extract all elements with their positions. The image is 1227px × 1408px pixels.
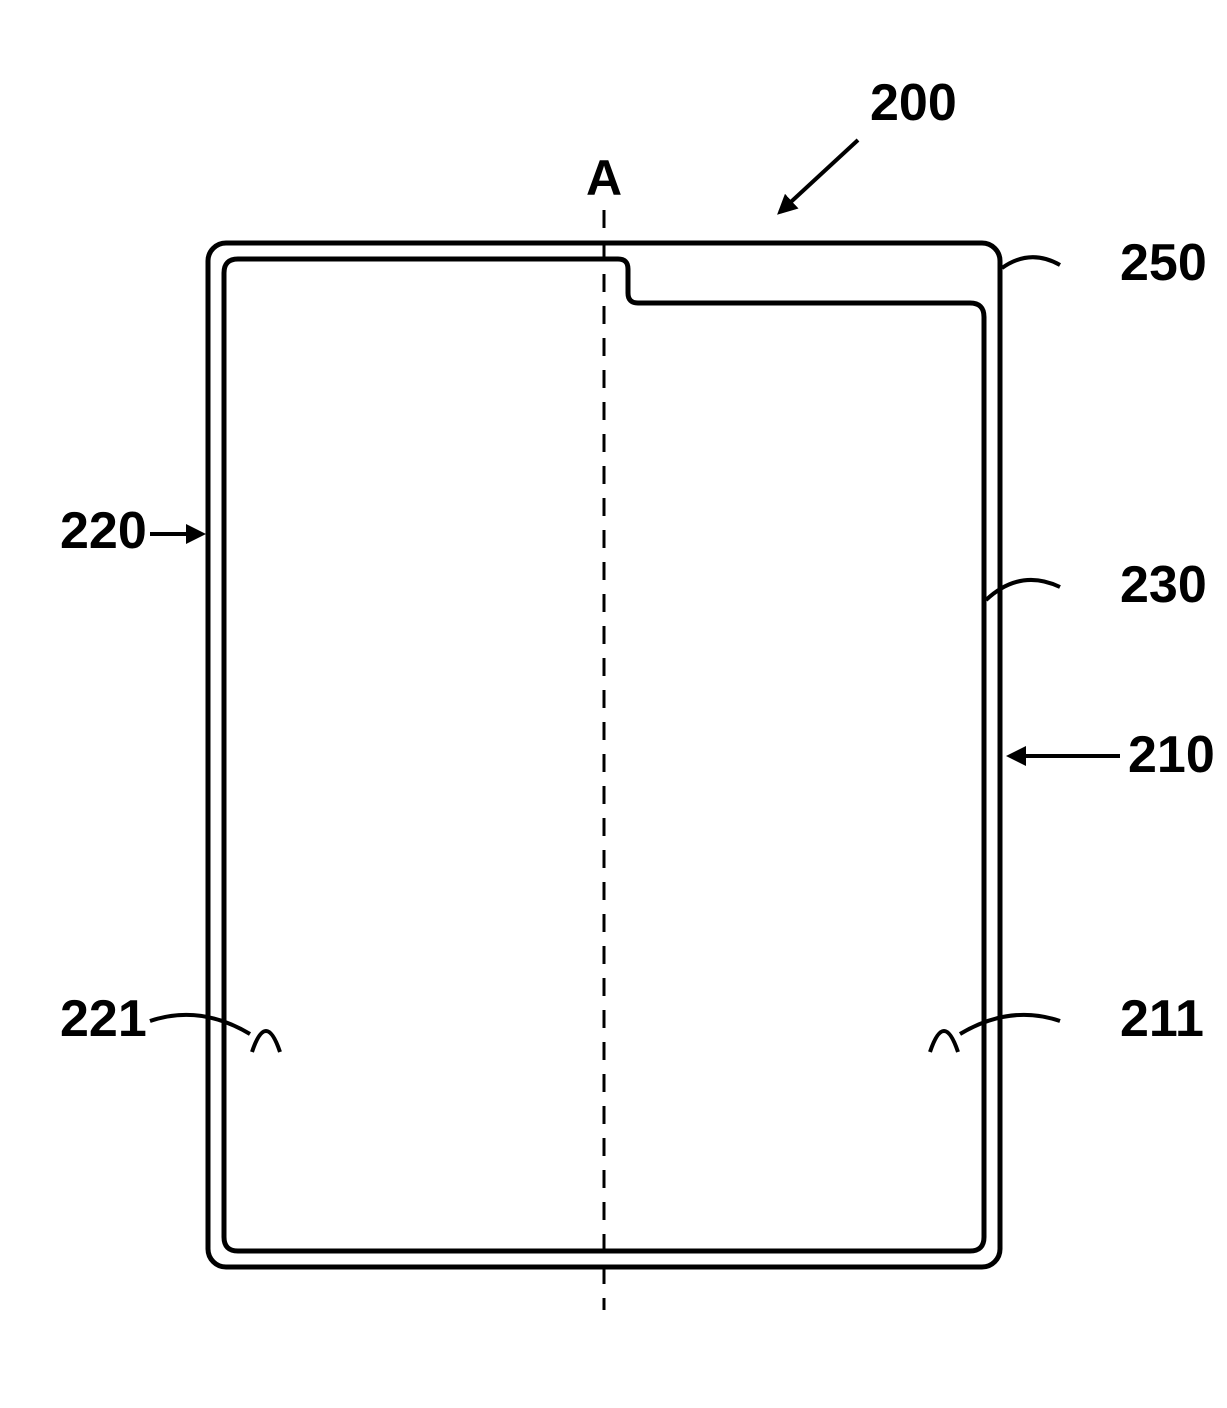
callout-230-label: 230 — [1120, 556, 1207, 614]
callout-211-label: 211 — [1120, 990, 1204, 1048]
callout-221-label: 221 — [60, 990, 147, 1048]
callout-200-label: 200 — [870, 74, 957, 132]
axis-label: A — [586, 150, 622, 206]
callout-210-label: 210 — [1128, 726, 1215, 784]
callout-220-label: 220 — [60, 502, 147, 560]
callout-250-label: 250 — [1120, 234, 1207, 292]
